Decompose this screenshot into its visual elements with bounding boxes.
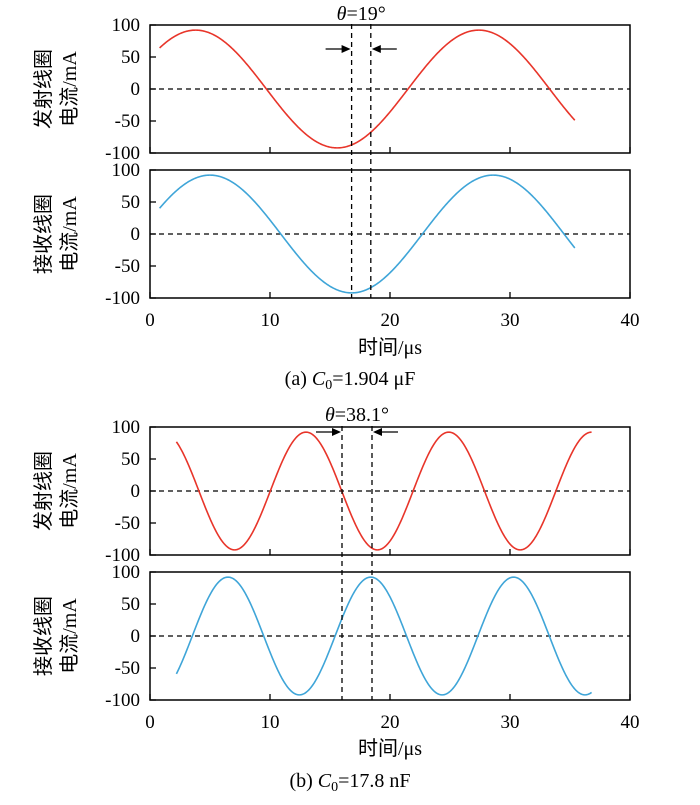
y-tick-label: -100 bbox=[105, 545, 140, 566]
y-tick-label: 0 bbox=[131, 626, 141, 647]
phase-angle-label: θ=38.1° bbox=[325, 404, 389, 426]
x-tick-label: 30 bbox=[501, 712, 520, 733]
y-axis-label: 发射线圈 电流/mA bbox=[32, 49, 81, 129]
chart-b: 100500-50-100发射线圈 电流/mA100500-50-100接收线圈电… bbox=[32, 404, 640, 795]
y-tick-label: 50 bbox=[121, 192, 140, 213]
x-tick-label: 0 bbox=[145, 310, 155, 331]
caption-prefix: (a) bbox=[285, 368, 312, 390]
series-line-receive bbox=[175, 576, 593, 696]
caption-subscript: 0 bbox=[325, 378, 332, 393]
y-tick-label: 0 bbox=[131, 79, 141, 100]
y-tick-label: 100 bbox=[112, 562, 141, 583]
y-tick-label: -50 bbox=[115, 256, 140, 277]
y-axis-label: 接收线圈 电流/mA bbox=[32, 596, 81, 676]
x-tick-label: 30 bbox=[501, 310, 520, 331]
phase-arrow-right-head bbox=[371, 45, 381, 53]
y-tick-label: -100 bbox=[105, 690, 140, 711]
y-tick-label: -50 bbox=[115, 513, 140, 534]
panel-b-2: 100 50 0 -50 -100 接收线圈 电流/mA bbox=[32, 562, 631, 711]
phase-angle-label: θ=19° bbox=[337, 3, 386, 25]
y-axis-label-line: 电流/mA bbox=[58, 598, 81, 674]
y-tick-label: 100 bbox=[112, 160, 141, 181]
phase-arrow-left-head bbox=[332, 428, 341, 436]
phase-arrow-right-head bbox=[373, 428, 382, 436]
subfigure-caption: (a) C0=1.904 μF bbox=[285, 368, 416, 393]
series-line-transmit bbox=[175, 431, 592, 551]
y-axis-label-line: 发射线圈 bbox=[32, 451, 55, 531]
x-tick-label: 40 bbox=[621, 712, 640, 733]
panel-b-1: 100 50 0 -50 -100 发射线圈 电流/mA bbox=[32, 417, 631, 566]
x-axis-label: 时间/μs bbox=[358, 336, 422, 359]
series-line-receive bbox=[158, 174, 576, 294]
y-tick-label: -100 bbox=[105, 143, 140, 164]
x-tick-label: 10 bbox=[261, 310, 280, 331]
x-tick-label: 20 bbox=[381, 310, 400, 331]
y-axis-label: 发射线圈 电流/mA bbox=[32, 451, 81, 531]
y-tick-label: 50 bbox=[121, 594, 140, 615]
y-axis-label: 接收线圈 电流/mA bbox=[32, 194, 81, 274]
y-axis-label-line: 电流/mA bbox=[58, 51, 81, 127]
y-tick-label: -50 bbox=[115, 658, 140, 679]
y-axis-label-line: 电流/mA bbox=[58, 196, 81, 272]
series-line-transmit bbox=[159, 29, 576, 149]
phase-arrow-left-head bbox=[341, 45, 351, 53]
chart-a: 100500-50-100发射线圈 电流/mA100500-50-100接收线圈电… bbox=[32, 3, 640, 393]
y-axis-label-line: 接收线圈 bbox=[32, 194, 55, 274]
caption-value: =1.904 μF bbox=[332, 368, 415, 390]
y-tick-label: 100 bbox=[112, 417, 141, 438]
panel-a-1: 100 50 0 -50 -100 发射线圈 电流/mA bbox=[32, 15, 631, 164]
subfigure-caption: (b) C0=17.8 nF bbox=[289, 770, 410, 795]
y-tick-label: 50 bbox=[121, 449, 140, 470]
y-tick-label: 0 bbox=[131, 481, 141, 502]
x-tick-label: 40 bbox=[621, 310, 640, 331]
y-axis-label-line: 接收线圈 bbox=[32, 596, 55, 676]
phase-angle-symbol: θ bbox=[337, 3, 347, 25]
caption-value: =17.8 nF bbox=[338, 770, 410, 792]
panel-a-2: 100 50 0 -50 -100 接收线圈 电流/mA bbox=[32, 160, 631, 309]
phase-angle-value: =19° bbox=[346, 3, 385, 25]
x-tick-label: 10 bbox=[261, 712, 280, 733]
caption-variable: C bbox=[318, 770, 332, 792]
y-tick-label: -100 bbox=[105, 288, 140, 309]
x-tick-label: 20 bbox=[381, 712, 400, 733]
caption-prefix: (b) bbox=[289, 770, 317, 792]
phase-angle-symbol: θ bbox=[325, 404, 335, 426]
y-axis-label-line: 发射线圈 bbox=[32, 49, 55, 129]
caption-variable: C bbox=[312, 368, 326, 390]
y-tick-label: 100 bbox=[112, 15, 141, 36]
x-axis-label: 时间/μs bbox=[358, 737, 422, 760]
y-axis-label-line: 电流/mA bbox=[58, 453, 81, 529]
y-tick-label: 0 bbox=[131, 224, 141, 245]
y-tick-label: -50 bbox=[115, 111, 140, 132]
phase-angle-value: =38.1° bbox=[335, 404, 389, 426]
x-tick-label: 0 bbox=[145, 712, 155, 733]
caption-subscript: 0 bbox=[331, 780, 338, 795]
y-tick-label: 50 bbox=[121, 47, 140, 68]
